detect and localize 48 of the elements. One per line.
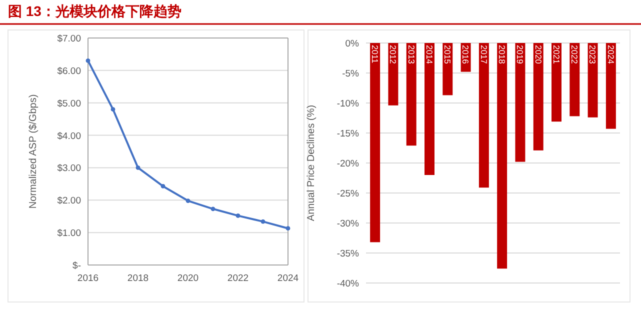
x-tick-label: 2022	[227, 273, 249, 284]
x-tick-label: 2019	[515, 45, 526, 64]
y-axis-title: Normalized ASP ($/Gbps)	[28, 94, 39, 209]
x-tick-label: 2013	[406, 45, 416, 64]
y-tick-label: $-	[72, 260, 81, 272]
x-tick-label: 2014	[424, 45, 434, 64]
point	[160, 184, 166, 188]
point	[236, 214, 240, 218]
point	[260, 219, 266, 224]
point	[286, 226, 290, 231]
y-tick-label: $5.00	[57, 98, 81, 110]
y-tick-label: $4.00	[57, 130, 81, 142]
x-tick-label: 2018	[127, 273, 149, 284]
y-tick-label: $7.00	[57, 34, 81, 44]
x-tick-label: 2024	[277, 273, 299, 284]
y-tick-label: $6.00	[57, 66, 81, 77]
y-axis-title: Annual Price Declines (%)	[306, 104, 317, 222]
x-tick-label: 2024	[606, 45, 616, 64]
x-tick-label: 2023	[588, 45, 598, 64]
x-tick-label: 2021	[551, 45, 562, 64]
point	[186, 198, 190, 203]
x-tick-label: 2017	[478, 45, 489, 64]
y-tick-label: -40%	[336, 278, 360, 290]
x-tick-label: 2011	[370, 45, 380, 64]
x-tick-label: 2022	[570, 45, 580, 64]
point	[136, 166, 140, 170]
point	[210, 206, 216, 212]
x-tick-label: 2016	[460, 45, 471, 64]
y-tick-label: $2.00	[57, 196, 81, 207]
y-tick-label: $1.00	[57, 228, 81, 240]
x-tick-label: 2016	[77, 273, 99, 284]
y-tick-label: 0%	[345, 38, 360, 50]
y-tick-label: -20%	[336, 158, 360, 170]
y-tick-label: -30%	[336, 218, 360, 230]
chart-title: 图 13：光模块价格下降趋势	[8, 3, 182, 19]
x-tick-label: 2020	[533, 45, 544, 64]
y-tick-label: -15%	[336, 128, 360, 140]
y-tick-label: -35%	[336, 248, 360, 260]
x-tick-label: 2015	[442, 45, 453, 64]
y-tick-label: -25%	[336, 188, 360, 200]
x-tick-label: 2018	[496, 45, 507, 64]
point	[86, 58, 90, 63]
x-tick-label: 2012	[388, 45, 398, 64]
y-tick-label: $3.00	[57, 163, 81, 174]
point	[110, 107, 116, 112]
x-tick-label: 2020	[177, 273, 199, 284]
y-tick-label: -5%	[342, 68, 360, 80]
y-tick-label: -10%	[336, 98, 360, 110]
